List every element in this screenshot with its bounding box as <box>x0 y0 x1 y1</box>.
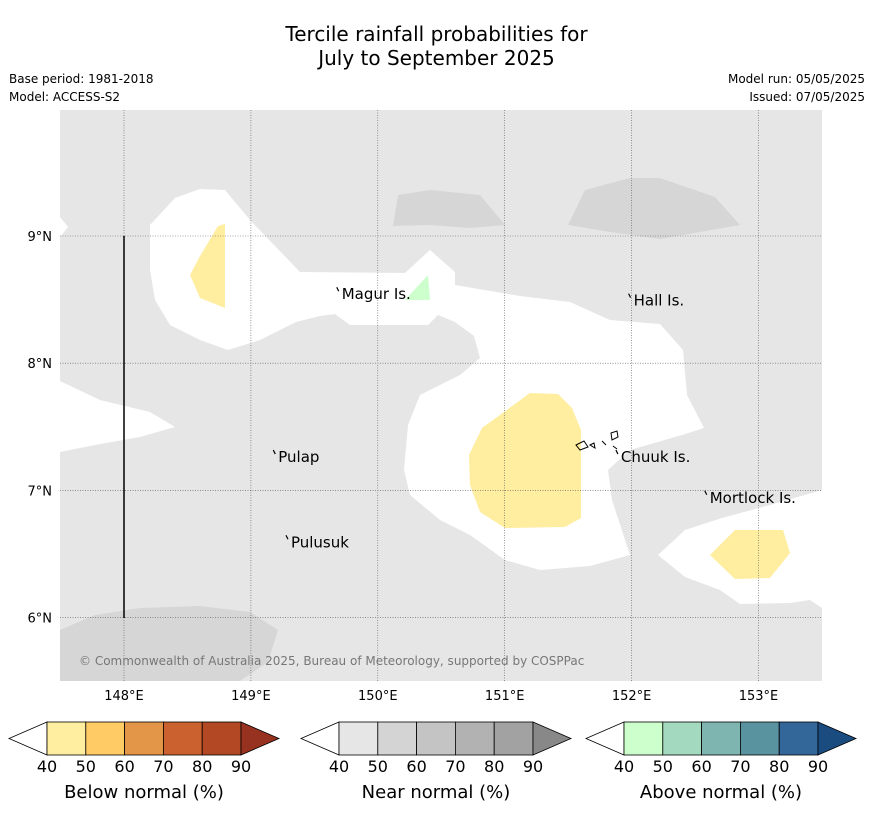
model-run: Model run: 05/05/2025 <box>727 72 865 86</box>
lon-tick-label: 148°E <box>104 689 144 704</box>
colorbar-tick: 80 <box>769 757 789 776</box>
lon-tick-label: 150°E <box>358 689 398 704</box>
island-marker <box>704 490 708 496</box>
below-normal-patch-2 <box>469 393 581 528</box>
island-marker <box>272 449 276 455</box>
lat-tick-label: 9°N <box>28 230 53 245</box>
colorbar-extend-low <box>584 721 625 756</box>
colorbar-tick: 70 <box>445 757 465 776</box>
longitude-ticks: 148°E 149°E 150°E 151°E 152°E 153°E <box>104 689 778 704</box>
lon-tick-label: 149°E <box>231 689 271 704</box>
colorbar-tick: 70 <box>730 757 750 776</box>
colorbars: 40 50 60 70 80 90 Below normal (%) 40 50 60 70 80 90… <box>7 721 858 803</box>
gridlines <box>60 110 822 681</box>
colorbar-extend-high <box>240 721 281 756</box>
near-normal-patch-2 <box>568 178 740 239</box>
meta-right: Model run: 05/05/2025 Issued: 07/05/2025 <box>728 70 865 106</box>
colorbar-segment <box>201 721 242 756</box>
colorbar-tick: 90 <box>808 757 828 776</box>
colorbar-tick: 90 <box>231 757 251 776</box>
colorbar: 40 50 60 70 80 90 Above normal (%) <box>584 721 858 803</box>
island-marker <box>285 535 289 540</box>
colorbar-segment <box>85 721 126 756</box>
colorbar-segment <box>662 721 702 756</box>
place-labels: Magur Is. Hall Is. Pulap Chuuk Is. Mortlock … <box>272 285 796 551</box>
colorbar-extend-low <box>299 721 340 756</box>
lat-tick-label: 6°N <box>28 612 53 627</box>
colorbar-segment <box>377 721 417 756</box>
model-name: Model: ACCESS-S2 <box>9 90 121 104</box>
colorbar-extend-high <box>817 721 858 756</box>
colorbar-segment <box>416 721 456 756</box>
colorbar: 40 50 60 70 80 90 Near normal (%) <box>299 721 573 803</box>
island-marker <box>628 293 632 298</box>
lat-tick-label: 7°N <box>28 484 53 499</box>
near-normal-patch-1 <box>393 190 505 228</box>
colorbar-label: Below normal (%) <box>64 782 224 803</box>
colorbar-segment <box>46 721 87 756</box>
place-label: Mortlock Is. <box>710 489 796 507</box>
meta-left: Base period: 1981-2018 Model: ACCESS-S2 <box>9 70 154 106</box>
colorbar-segment <box>493 721 534 756</box>
lat-tick-label: 8°N <box>28 357 53 372</box>
map-panel: Magur Is. Hall Is. Pulap Chuuk Is. Mortlock … <box>60 110 822 681</box>
near-normal-patch-3 <box>60 606 278 681</box>
colorbar-label: Near normal (%) <box>362 782 511 803</box>
colorbar-tick: 60 <box>691 757 711 776</box>
below-normal-patch-3 <box>710 530 790 579</box>
place-label: Pulap <box>278 448 319 466</box>
colorbar-tick: 40 <box>614 757 634 776</box>
island-marker <box>615 449 619 455</box>
copyright-notice: © Commonwealth of Australia 2025, Bureau… <box>79 654 584 668</box>
title-line-1: Tercile rainfall probabilities for <box>285 22 588 46</box>
colorbar-segment <box>338 721 379 756</box>
place-label: Pulusuk <box>291 533 349 551</box>
place-label: Magur Is. <box>342 285 411 303</box>
colorbar-segment <box>701 721 741 756</box>
colorbar-segment <box>162 721 203 756</box>
colorbar-label: Above normal (%) <box>640 782 802 803</box>
place-label: Chuuk Is. <box>621 448 690 466</box>
lon-tick-label: 152°E <box>612 689 652 704</box>
colorbar-tick: 40 <box>37 757 57 776</box>
colorbar-tick: 90 <box>523 757 543 776</box>
colorbar-extend-high <box>532 721 573 756</box>
colorbar-tick: 50 <box>653 757 673 776</box>
colorbar-tick: 50 <box>76 757 96 776</box>
colorbar-segment <box>623 721 664 756</box>
colorbar-extend-low <box>7 721 48 756</box>
colorbar-segment <box>778 721 819 756</box>
colorbar-tick: 50 <box>368 757 388 776</box>
colorbar-tick: 70 <box>153 757 173 776</box>
colorbar-segment <box>740 721 780 756</box>
below-normal-patch-1 <box>190 224 225 308</box>
colorbar-segment <box>454 721 495 756</box>
colorbar-tick: 60 <box>114 757 134 776</box>
colorbar-tick: 80 <box>192 757 212 776</box>
map-title: Tercile rainfall probabilities for July … <box>0 22 873 70</box>
lon-tick-label: 151°E <box>485 689 525 704</box>
place-label: Hall Is. <box>634 292 685 310</box>
title-line-2: July to September 2025 <box>318 46 555 70</box>
colorbar-tick: 60 <box>406 757 426 776</box>
latitude-ticks: 9°N 8°N 7°N 6°N <box>28 230 53 627</box>
colorbar-segment <box>124 721 164 756</box>
white-region <box>60 217 175 520</box>
above-normal-patch <box>405 275 430 300</box>
chuuk-islands-outline <box>575 430 619 451</box>
colorbar: 40 50 60 70 80 90 Below normal (%) <box>7 721 281 803</box>
colorbar-tick: 40 <box>329 757 349 776</box>
island-marker <box>336 286 340 292</box>
base-period: Base period: 1981-2018 <box>9 72 154 86</box>
colorbar-tick: 80 <box>484 757 504 776</box>
lon-tick-label: 153°E <box>739 689 779 704</box>
issued-date: Issued: 07/05/2025 <box>749 90 865 104</box>
